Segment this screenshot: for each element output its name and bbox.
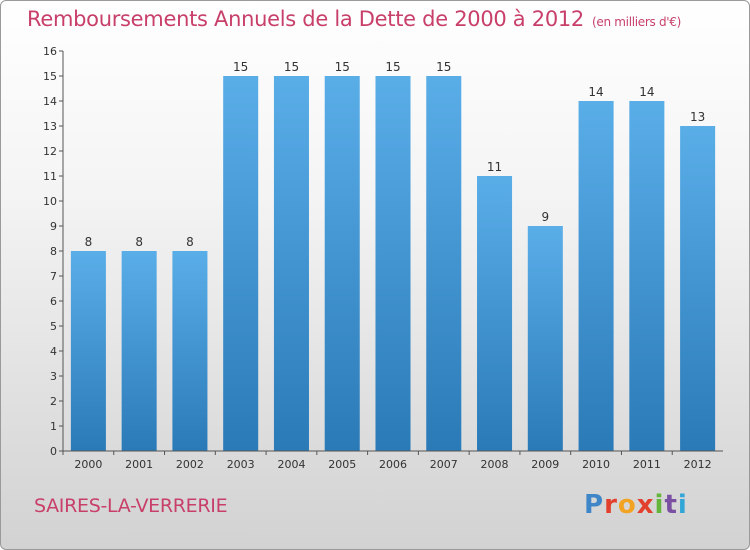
- y-tick-label: 6: [50, 295, 57, 308]
- bar: [578, 101, 614, 451]
- bar-value-label: 9: [541, 210, 549, 224]
- x-tick-label: 2005: [328, 458, 356, 471]
- logo-letter: P: [584, 490, 605, 520]
- bar: [426, 76, 462, 451]
- bar: [477, 176, 513, 451]
- y-tick-label: 10: [43, 195, 57, 208]
- x-tick-label: 2003: [227, 458, 255, 471]
- logo-letter: i: [654, 490, 665, 520]
- bar-value-label: 8: [135, 235, 143, 249]
- logo-letter: x: [636, 490, 655, 520]
- y-tick-label: 11: [43, 170, 57, 183]
- y-tick-label: 9: [50, 220, 57, 233]
- x-tick-label: 2000: [74, 458, 102, 471]
- chart-unit: (en milliers d'€): [592, 15, 682, 29]
- x-tick-label: 2010: [582, 458, 610, 471]
- bar-value-label: 15: [233, 60, 248, 74]
- proxiti-logo: Proxiti: [584, 490, 688, 520]
- bars: 8 8 8 15 15 15 15 15 11 9 14 14 13: [70, 60, 716, 451]
- x-tick-label: 2012: [684, 458, 712, 471]
- bar-value-label: 15: [436, 60, 451, 74]
- bar: [172, 251, 208, 451]
- y-tick-label: 5: [50, 320, 57, 333]
- bar: [680, 126, 716, 451]
- bar: [527, 226, 563, 451]
- bar: [324, 76, 360, 451]
- x-tick-label: 2011: [633, 458, 661, 471]
- x-tick-label: 2004: [277, 458, 305, 471]
- bar: [121, 251, 157, 451]
- y-tick-label: 13: [43, 120, 57, 133]
- x-tick-label: 2001: [125, 458, 153, 471]
- bar-value-label: 15: [335, 60, 350, 74]
- bar: [273, 76, 309, 451]
- commune-name: SAIRES-LA-VERRERIE: [34, 495, 228, 517]
- x-axis: 2000 2001 2002 2003 2004 2005 2006 2007 2008 2009…: [62, 450, 723, 471]
- y-tick-label: 14: [43, 95, 57, 108]
- y-tick-label: 15: [43, 70, 57, 83]
- y-tick-label: 16: [43, 45, 57, 58]
- x-tick-label: 2006: [379, 458, 407, 471]
- y-tick-label: 4: [50, 345, 57, 358]
- chart-title-text: Remboursements Annuels de la Dette de 20…: [27, 7, 584, 31]
- logo-letter: t: [664, 490, 678, 520]
- bar: [223, 76, 259, 451]
- logo-letter: r: [604, 490, 618, 520]
- bar-value-label: 13: [690, 110, 705, 124]
- bar-value-label: 8: [85, 235, 93, 249]
- bar: [629, 101, 665, 451]
- bar-value-label: 11: [487, 160, 502, 174]
- bar: [375, 76, 411, 451]
- bar-value-label: 15: [385, 60, 400, 74]
- x-tick-label: 2002: [176, 458, 204, 471]
- y-tick-label: 8: [50, 245, 57, 258]
- y-tick-label: 1: [50, 420, 57, 433]
- bar-value-label: 15: [284, 60, 299, 74]
- y-tick-label: 7: [50, 270, 57, 283]
- logo-letter: i: [677, 490, 688, 520]
- bar-value-label: 14: [588, 85, 603, 99]
- x-tick-label: 2008: [481, 458, 509, 471]
- y-tick-label: 12: [43, 145, 57, 158]
- bar-value-label: 14: [639, 85, 654, 99]
- bar: [70, 251, 106, 451]
- x-tick-label: 2007: [430, 458, 458, 471]
- y-tick-label: 2: [50, 395, 57, 408]
- y-tick-label: 3: [50, 370, 57, 383]
- x-tick-label: 2009: [531, 458, 559, 471]
- chart-title: Remboursements Annuels de la Dette de 20…: [27, 7, 681, 31]
- y-tick-label: 0: [50, 445, 57, 458]
- bar-value-label: 8: [186, 235, 194, 249]
- logo-letter: o: [617, 490, 637, 520]
